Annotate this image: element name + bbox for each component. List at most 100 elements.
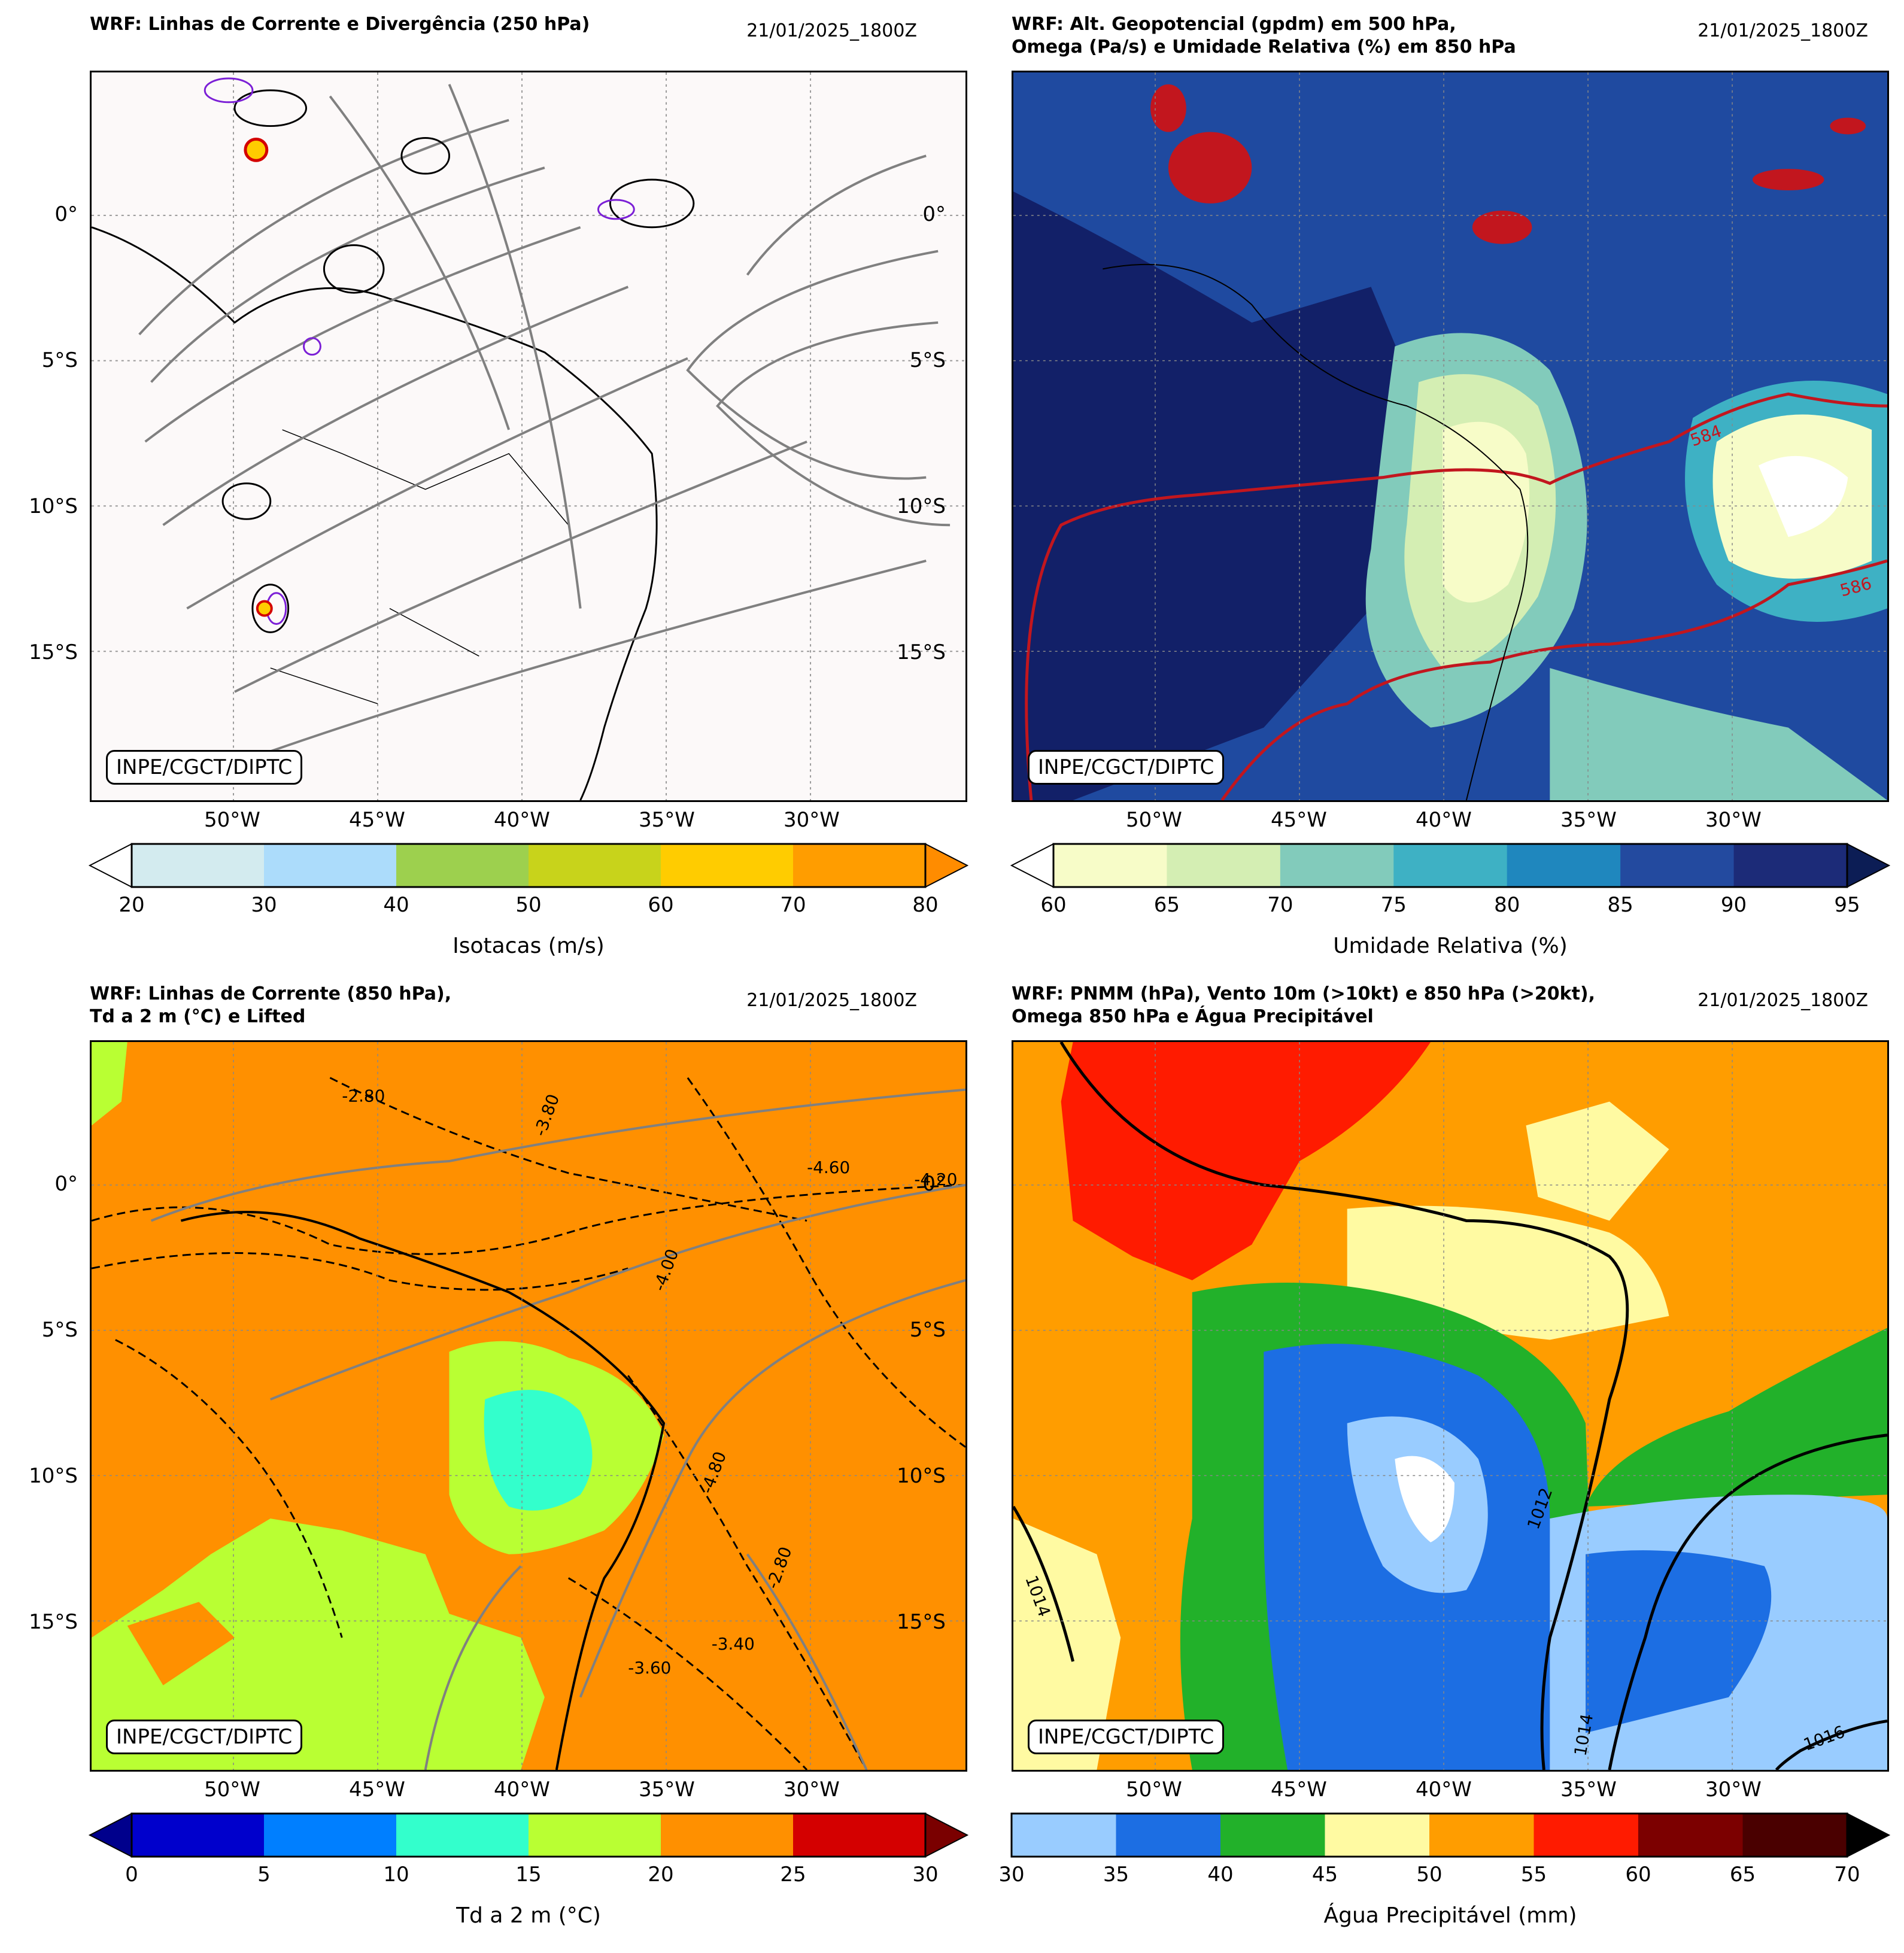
colorbar-segment	[132, 1814, 265, 1857]
lon-label-30w: 30°W	[784, 1778, 840, 1802]
colorbar-tick-label: 80	[1494, 893, 1520, 917]
colorbar-segment	[1429, 1814, 1534, 1857]
colorbar-segment	[1280, 844, 1394, 887]
colorbar-tick-label: 65	[1153, 893, 1180, 917]
lon-label-35w: 35°W	[1560, 1778, 1617, 1802]
colorbar-tick-label: 20	[119, 893, 145, 917]
colorbar-tick-label: 25	[780, 1863, 806, 1887]
lat-label-5s: 5°S	[41, 348, 78, 372]
panel-geopotential-500: WRF: Alt. Geopotencial (gpdm) em 500 hPa…	[897, 0, 1891, 976]
colorbar-segment	[661, 844, 794, 887]
colorbar-segment	[264, 1814, 397, 1857]
map-500hpa: 584 586 INPE/CGCT/DIPTC	[1012, 71, 1889, 802]
colorbar-segment	[396, 1814, 529, 1857]
colorbar-ticks: 0 5 10 15 20 25 30	[90, 1863, 967, 1887]
colorbar-tick-label: 80	[912, 893, 939, 917]
lat-label-15s: 15°S	[897, 640, 946, 664]
colorbar	[88, 843, 969, 888]
colorbar-frame	[130, 843, 927, 888]
map-850hpa: -2.80 -3.60 -4.00 -4.20 -4.60 -3.80 -4.8…	[90, 1040, 967, 1772]
colorbar-segment	[1325, 1814, 1430, 1857]
colorbar-frame	[1052, 843, 1848, 888]
credit-badge: INPE/CGCT/DIPTC	[106, 1720, 303, 1754]
lon-label-30w: 30°W	[784, 808, 840, 832]
colorbar-tick-label: 55	[1520, 1863, 1547, 1887]
colorbar-ticks: 60 65 70 75 80 85 90 95	[1012, 893, 1889, 917]
credit-badge: INPE/CGCT/DIPTC	[1028, 750, 1225, 785]
colorbar-over-triangle	[1847, 1812, 1891, 1858]
colorbar-label: Isotacas (m/s)	[453, 934, 605, 958]
colorbar-tick-label: 70	[780, 893, 806, 917]
colorbar-tick-label: 65	[1729, 1863, 1756, 1887]
colorbar-tick-label: 60	[1625, 1863, 1651, 1887]
colorbar-under-triangle	[88, 843, 132, 888]
colorbar-segment	[529, 844, 661, 887]
colorbar-ticks: 30 35 40 45 50 55 60 65 70	[998, 1863, 1889, 1887]
panel-title: WRF: Linhas de Corrente e Divergência (2…	[90, 14, 590, 35]
lat-label-15s: 15°S	[29, 640, 78, 664]
colorbar-tick-label: 60	[1040, 893, 1067, 917]
colorbar-segment	[1167, 844, 1281, 887]
colorbar-label: Td a 2 m (°C)	[456, 1903, 601, 1928]
colorbar-tick-label: 70	[1267, 893, 1293, 917]
panel-title: WRF: Alt. Geopotencial (gpdm) em 500 hPa…	[1012, 14, 1516, 57]
map-pnmm: 1014 1012 1014 1016 INPE/CGCT/DIPTC	[1012, 1040, 1889, 1772]
colorbar-under-triangle	[1010, 843, 1054, 888]
contour-label: -3.40	[712, 1634, 755, 1654]
lat-label-0: 0°	[922, 1172, 946, 1196]
colorbar-segment	[1220, 1814, 1325, 1857]
lat-label-10s: 10°S	[897, 494, 946, 518]
colorbar-tick-label: 40	[383, 893, 409, 917]
colorbar-segment	[1012, 1814, 1116, 1857]
lat-label-5s: 5°S	[41, 1318, 78, 1342]
colorbar-tick-label: 75	[1380, 893, 1407, 917]
colorbar-tick-label: 95	[1834, 893, 1860, 917]
contour-label: -2.80	[342, 1086, 385, 1106]
colorbar-segment	[793, 1814, 926, 1857]
lat-label-10s: 10°S	[897, 1464, 946, 1488]
panel-title: WRF: PNMM (hPa), Vento 10m (>10kt) e 850…	[1012, 983, 1596, 1027]
colorbar-segment	[396, 844, 529, 887]
colorbar	[1010, 843, 1891, 888]
lon-label-30w: 30°W	[1705, 808, 1762, 832]
colorbar-tick-label: 40	[1207, 1863, 1234, 1887]
lat-label-5s: 5°S	[909, 348, 946, 372]
lon-label-35w: 35°W	[639, 1778, 695, 1802]
colorbar-frame	[130, 1812, 927, 1858]
colorbar-tick-label: 30	[251, 893, 277, 917]
colorbar-segment	[1733, 844, 1848, 887]
colorbar	[1010, 1812, 1891, 1858]
colorbar-segment	[264, 844, 397, 887]
colorbar-tick-label: 5	[257, 1863, 271, 1887]
colorbar-tick-label: 70	[1834, 1863, 1860, 1887]
lat-label-0: 0°	[54, 202, 78, 226]
lon-label-40w: 40°W	[1416, 1778, 1472, 1802]
lon-label-40w: 40°W	[494, 808, 550, 832]
colorbar	[88, 1812, 969, 1858]
lon-label-50w: 50°W	[204, 1778, 260, 1802]
panel-date: 21/01/2025_1800Z	[746, 20, 917, 41]
colorbar-segment	[1116, 1814, 1221, 1857]
colorbar-over-triangle	[1847, 843, 1891, 888]
colorbar-label: Água Precipitável (mm)	[1323, 1903, 1577, 1928]
panel-title: WRF: Linhas de Corrente (850 hPa), Td a …	[90, 983, 452, 1027]
contour-label: -4.60	[807, 1158, 850, 1177]
colorbar-segment	[1742, 1814, 1848, 1857]
lat-label-0: 0°	[922, 202, 946, 226]
colorbar-label: Umidade Relativa (%)	[1333, 934, 1568, 958]
colorbar-segment	[793, 844, 926, 887]
lon-label-45w: 45°W	[349, 1778, 405, 1802]
credit-badge: INPE/CGCT/DIPTC	[1028, 1720, 1225, 1754]
lon-label-45w: 45°W	[1271, 1778, 1327, 1802]
panel-streamlines-850: WRF: Linhas de Corrente (850 hPa), Td a …	[0, 970, 969, 1945]
lon-label-40w: 40°W	[494, 1778, 550, 1802]
colorbar-tick-label: 90	[1720, 893, 1747, 917]
colorbar-tick-label: 15	[515, 1863, 542, 1887]
colorbar-segment	[661, 1814, 794, 1857]
lon-label-45w: 45°W	[349, 808, 405, 832]
lon-label-35w: 35°W	[639, 808, 695, 832]
panel-date: 21/01/2025_1800Z	[746, 990, 917, 1011]
panel-date: 21/01/2025_1800Z	[1697, 990, 1868, 1011]
colorbar-tick-label: 50	[1416, 1863, 1443, 1887]
colorbar-tick-label: 20	[648, 1863, 674, 1887]
